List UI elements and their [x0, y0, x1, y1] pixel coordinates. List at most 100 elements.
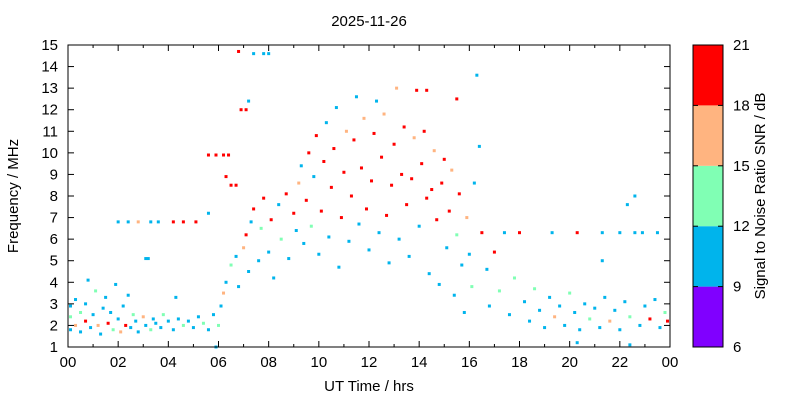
y-tick-label: 7 — [50, 210, 58, 227]
data-point — [69, 328, 72, 331]
data-point — [475, 74, 478, 77]
data-point — [187, 320, 190, 323]
y-tick-label: 14 — [41, 59, 58, 76]
data-point — [87, 279, 90, 282]
data-point — [648, 317, 651, 320]
data-point — [528, 320, 531, 323]
data-point — [663, 311, 666, 314]
x-tick-label: 12 — [361, 354, 378, 371]
data-point — [485, 268, 488, 271]
data-point — [360, 166, 363, 169]
y-axis: 123456789101112131415 — [41, 37, 670, 356]
colorbar-tick-label: 9 — [733, 279, 741, 296]
y-tick-label: 12 — [41, 102, 58, 119]
data-point — [267, 251, 270, 254]
data-point — [227, 154, 230, 157]
data-point — [443, 158, 446, 161]
data-point — [347, 240, 350, 243]
data-point — [214, 154, 217, 157]
data-point — [267, 52, 270, 55]
data-point — [355, 95, 358, 98]
data-point — [310, 225, 313, 228]
data-point — [445, 246, 448, 249]
x-tick-label: 00 — [662, 354, 679, 371]
data-point — [247, 270, 250, 273]
data-point — [327, 235, 330, 238]
y-tick-label: 11 — [42, 123, 58, 140]
data-point — [425, 89, 428, 92]
data-point — [132, 313, 135, 316]
data-point — [137, 220, 140, 223]
data-point — [237, 50, 240, 53]
data-point — [129, 326, 132, 329]
data-point — [292, 212, 295, 215]
data-point — [99, 333, 102, 336]
data-point — [74, 324, 77, 327]
data-point — [573, 311, 576, 314]
data-point — [92, 313, 95, 316]
data-point — [222, 292, 225, 295]
data-point — [69, 315, 72, 318]
data-point — [154, 322, 157, 325]
data-point — [383, 113, 386, 116]
x-tick-label: 14 — [411, 354, 428, 371]
y-tick-label: 2 — [50, 317, 58, 334]
data-point — [593, 307, 596, 310]
data-point — [508, 313, 511, 316]
data-point — [119, 330, 122, 333]
colorbar-band — [693, 105, 723, 165]
data-point — [538, 309, 541, 312]
data-point — [362, 117, 365, 120]
data-point — [252, 207, 255, 210]
y-tick-label: 9 — [50, 166, 58, 183]
data-point — [79, 330, 82, 333]
data-point — [220, 305, 223, 308]
colorbar-tick-label: 18 — [733, 97, 750, 114]
data-point — [493, 251, 496, 254]
data-point — [312, 175, 315, 178]
colorbar-tick-label: 15 — [733, 158, 750, 175]
data-point — [144, 257, 147, 260]
data-point — [453, 294, 456, 297]
data-point — [315, 134, 318, 137]
data-point — [134, 320, 137, 323]
data-point — [375, 100, 378, 103]
colorbar-band — [693, 226, 723, 286]
data-point — [109, 311, 112, 314]
data-point — [104, 296, 107, 299]
data-point — [626, 203, 629, 206]
x-tick-label: 20 — [561, 354, 578, 371]
data-point — [628, 343, 631, 346]
data-point — [242, 246, 245, 249]
data-point — [440, 182, 443, 185]
data-point — [305, 199, 308, 202]
data-point — [84, 302, 87, 305]
data-point — [450, 169, 453, 172]
data-point — [332, 147, 335, 150]
colorbar-tick-label: 12 — [733, 218, 750, 235]
data-point — [235, 255, 238, 258]
data-point — [583, 302, 586, 305]
colorbar-band — [693, 166, 723, 226]
data-point — [653, 298, 656, 301]
data-point — [533, 287, 536, 290]
data-point — [127, 294, 130, 297]
data-point — [340, 216, 343, 219]
x-axis: 00 02 04 06 08 10 12 14 16 18 20 22 00 — [60, 45, 679, 371]
data-point — [230, 184, 233, 187]
data-point — [518, 231, 521, 234]
data-point — [330, 186, 333, 189]
data-point — [563, 324, 566, 327]
colorbar-label: Signal to Noise Ratio SNR / dB — [752, 93, 769, 300]
x-tick-label: 06 — [210, 354, 227, 371]
data-point — [307, 151, 310, 154]
data-point — [174, 296, 177, 299]
data-point — [137, 330, 140, 333]
x-tick-label: 10 — [310, 354, 327, 371]
data-point — [480, 231, 483, 234]
data-point — [320, 210, 323, 213]
data-point — [613, 309, 616, 312]
data-point — [395, 87, 398, 90]
colorbar-tick-label: 21 — [733, 37, 750, 54]
data-point — [468, 253, 471, 256]
